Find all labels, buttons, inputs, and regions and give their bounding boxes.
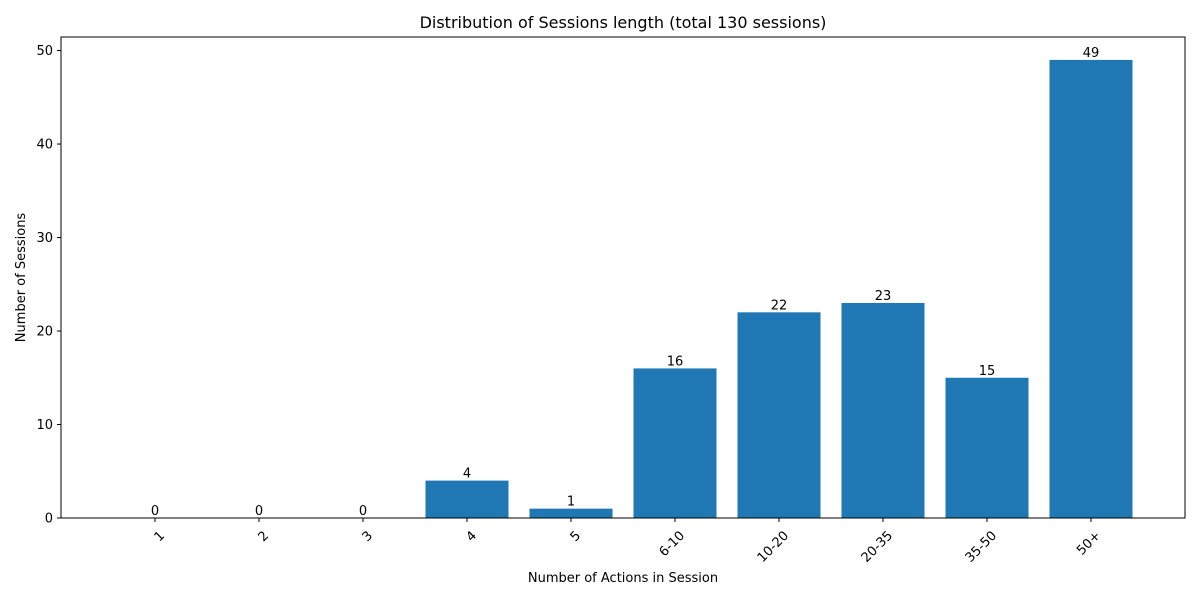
x-tick-label: 20-35 (859, 528, 896, 565)
x-tick-label: 2 (256, 528, 272, 544)
data-label: 16 (667, 354, 684, 369)
x-tick-label: 35-50 (963, 528, 1000, 565)
chart-title: Distribution of Sessions length (total 1… (420, 13, 827, 32)
y-tick-label: 30 (36, 231, 53, 246)
bar (633, 368, 717, 518)
data-label: 22 (771, 298, 788, 313)
data-label: 0 (255, 504, 263, 519)
y-tick-label: 40 (36, 138, 53, 153)
data-label: 0 (359, 504, 367, 519)
x-tick-label: 6-10 (657, 528, 688, 559)
bar (945, 377, 1029, 518)
y-axis-label: Number of Sessions (14, 213, 29, 343)
data-label: 0 (151, 504, 159, 519)
x-tick-label: 3 (360, 528, 376, 544)
y-tick-label: 0 (45, 512, 53, 527)
plot-frame (60, 36, 1186, 519)
x-tick-label: 10-20 (755, 528, 792, 565)
data-label: 15 (979, 364, 996, 379)
data-label: 23 (875, 289, 892, 304)
bar (737, 312, 821, 518)
bar (529, 508, 613, 518)
x-tick-label: 5 (568, 528, 584, 544)
x-tick-label: 4 (464, 528, 480, 544)
y-tick-label: 10 (36, 418, 53, 433)
bar (1049, 59, 1133, 519)
x-tick-label: 50+ (1074, 528, 1104, 558)
x-axis-label: Number of Actions in Session (528, 571, 718, 586)
y-tick-label: 20 (36, 325, 53, 340)
y-tick-label: 50 (36, 44, 53, 59)
data-label: 4 (463, 467, 471, 482)
data-label: 49 (1083, 46, 1100, 61)
plot-area: 010203040500102034415166-102210-202320-3… (36, 44, 1133, 566)
bar (425, 480, 509, 518)
bar (841, 302, 925, 518)
data-label: 1 (567, 495, 575, 510)
x-tick-label: 1 (152, 528, 168, 544)
